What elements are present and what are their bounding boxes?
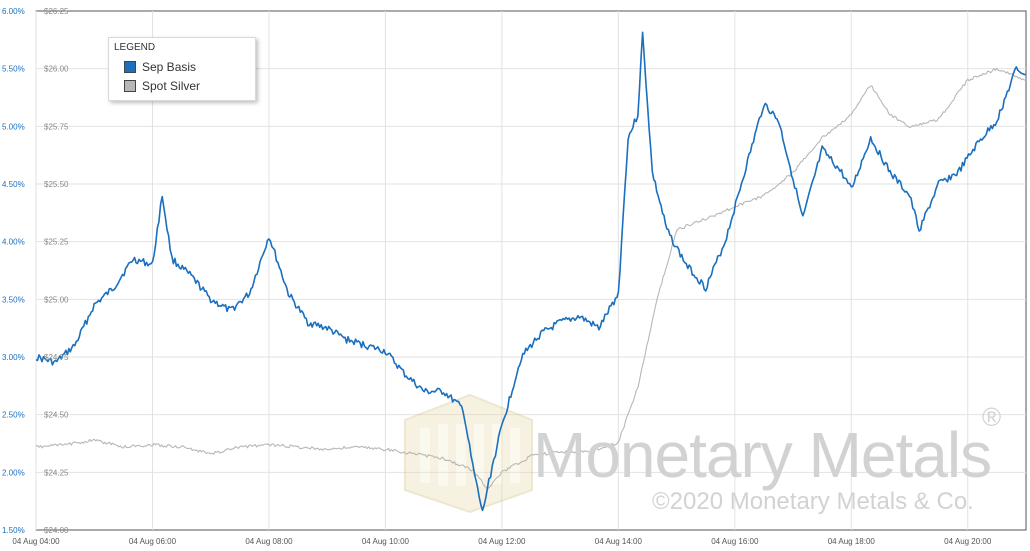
y-right-tick-label: $24.75 xyxy=(44,353,69,362)
y-right-tick-label: $26.25 xyxy=(44,7,69,16)
x-tick-label: 04 Aug 08:00 xyxy=(245,537,293,546)
watermark-registered-mark: ® xyxy=(982,402,1002,432)
y-axis-left-ticks: 6.00% 5.50% 5.00% 4.50% 4.00% 3.50% 3.00% 2.50%… xyxy=(2,7,25,535)
x-axis-ticks: 04 Aug 04:00 04 Aug 06:00 04 Aug 08:00 04 A… xyxy=(12,537,991,546)
y-right-tick-label: $25.25 xyxy=(44,238,69,247)
legend-item-sep-basis[interactable]: Sep Basis xyxy=(124,60,196,74)
y-right-tick-label: $24.25 xyxy=(44,468,69,477)
x-tick-label: 04 Aug 16:00 xyxy=(711,537,759,546)
series-line-spot-silver xyxy=(35,67,1027,491)
x-tick-label: 04 Aug 14:00 xyxy=(595,537,643,546)
y-left-tick-label: 3.50% xyxy=(2,295,25,304)
y-left-tick-label: 2.50% xyxy=(2,411,25,420)
y-left-tick-label: 1.50% xyxy=(2,526,25,535)
y-right-tick-label: $25.50 xyxy=(44,180,69,189)
x-tick-label: 04 Aug 12:00 xyxy=(478,537,526,546)
y-left-tick-label: 3.00% xyxy=(2,353,25,362)
watermark-copyright: ©2020 Monetary Metals & Co. xyxy=(652,488,974,515)
y-right-tick-label: $25.00 xyxy=(44,295,69,304)
x-tick-label: 04 Aug 18:00 xyxy=(828,537,876,546)
legend-swatch-sep-basis xyxy=(124,61,136,73)
legend-label-spot-silver: Spot Silver xyxy=(142,79,201,93)
y-left-tick-label: 5.50% xyxy=(2,65,25,74)
y-right-tick-label: $24.00 xyxy=(44,526,69,535)
y-left-tick-label: 5.00% xyxy=(2,122,25,131)
x-tick-label: 04 Aug 04:00 xyxy=(12,537,60,546)
legend-swatch-spot-silver xyxy=(124,80,136,92)
series-line-sep-basis xyxy=(35,31,1027,512)
y-left-tick-label: 4.50% xyxy=(2,180,25,189)
chart-legend: LEGEND Sep Basis Spot Silver xyxy=(108,37,256,101)
watermark-brand: Monetary Metals xyxy=(533,419,992,491)
legend-item-spot-silver[interactable]: Spot Silver xyxy=(124,79,200,93)
x-tick-label: 04 Aug 06:00 xyxy=(129,537,177,546)
y-left-tick-label: 4.00% xyxy=(2,238,25,247)
monetary-metals-logo xyxy=(404,393,533,514)
y-left-tick-label: 6.00% xyxy=(2,7,25,16)
legend-label-sep-basis: Sep Basis xyxy=(142,60,197,74)
y-right-tick-label: $26.00 xyxy=(44,65,69,74)
x-tick-label: 04 Aug 20:00 xyxy=(944,537,992,546)
series-lines xyxy=(35,31,1027,512)
y-right-tick-label: $24.50 xyxy=(44,411,69,420)
y-axis-right-ticks: $26.25 $26.00 $25.75 $25.50 $25.25 $25.00 $24.… xyxy=(44,7,69,535)
x-tick-label: 04 Aug 10:00 xyxy=(362,537,410,546)
y-left-tick-label: 2.00% xyxy=(2,468,25,477)
legend-title: LEGEND xyxy=(114,42,156,53)
y-right-tick-label: $25.75 xyxy=(44,122,69,131)
